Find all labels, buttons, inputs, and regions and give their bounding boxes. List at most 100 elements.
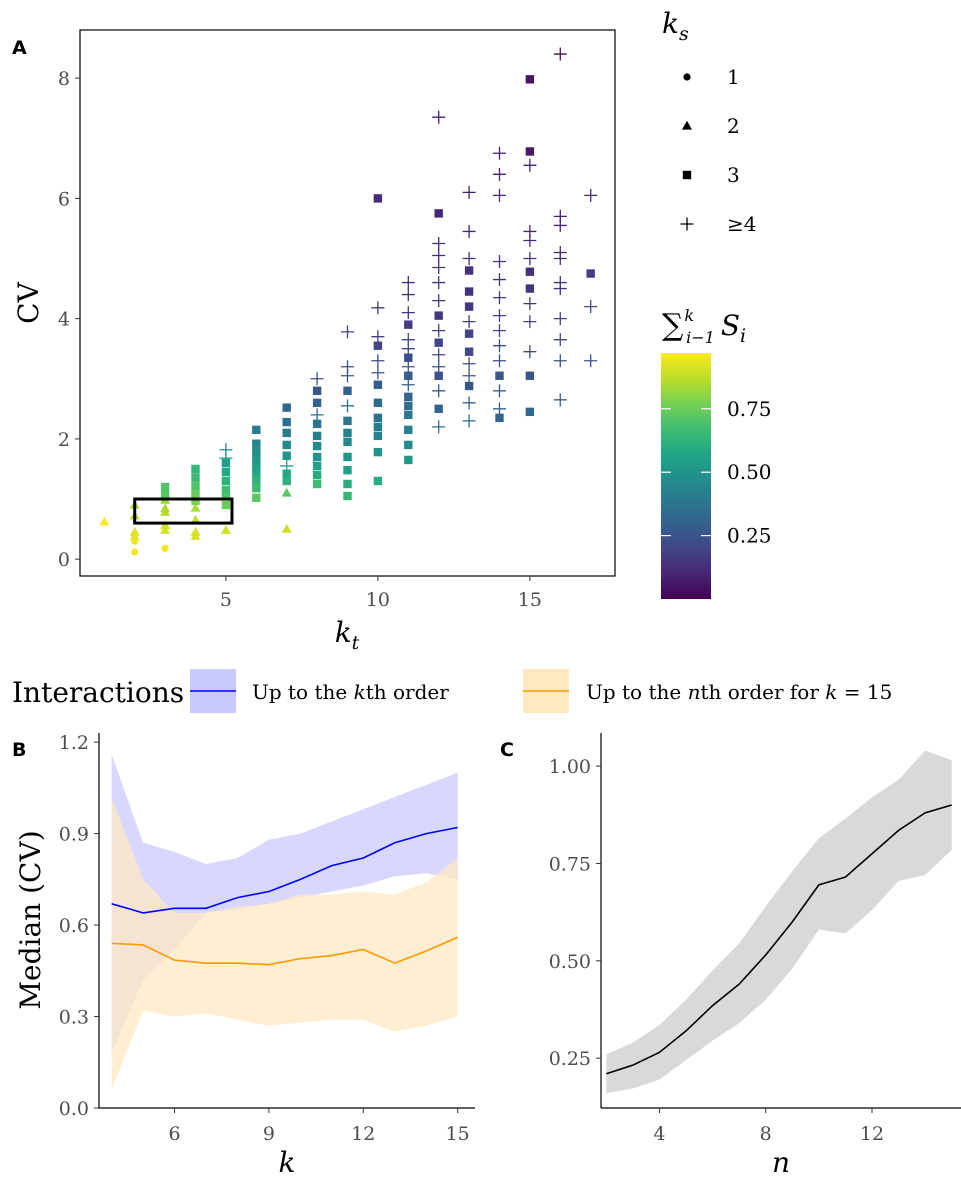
panel-a-highlight-box — [133, 497, 234, 525]
legend-triangle-label: 2 — [727, 114, 740, 138]
data-point — [553, 209, 567, 223]
data-point — [462, 224, 476, 238]
legend-plus-key — [680, 217, 694, 231]
data-point — [523, 345, 537, 359]
y-tick-label: 0.25 — [549, 1048, 591, 1070]
legend-plus-label: ≥4 — [727, 212, 756, 236]
panel-b-letter: B — [12, 739, 26, 761]
colorbar-title-var-sub: i — [740, 325, 746, 347]
legend-label-nth-post: th order for — [700, 680, 825, 704]
data-point — [404, 455, 413, 465]
data-point — [160, 503, 171, 513]
ribbon-band-1 — [111, 797, 458, 1090]
panel-a-letter: A — [12, 37, 27, 59]
y-tick-label: 8 — [58, 68, 70, 90]
data-point — [373, 413, 383, 423]
data-point — [523, 158, 537, 172]
legend-label-nth-var2: k — [825, 680, 837, 704]
y-tick-label: 0.9 — [59, 824, 89, 846]
data-point — [221, 491, 231, 501]
panel-a-y-ticks: 0 2 4 6 8 — [58, 68, 80, 571]
x-tick-label: 5 — [220, 589, 232, 611]
data-point — [432, 348, 446, 362]
data-point — [312, 470, 322, 480]
ribbon-band-0 — [606, 750, 952, 1094]
data-point — [553, 333, 567, 347]
data-point — [373, 447, 383, 457]
panel-a-points — [99, 47, 598, 556]
y-tick-label: 0 — [58, 549, 70, 571]
data-point — [401, 378, 415, 392]
shape-legend-title: ks — [662, 7, 689, 45]
data-point — [462, 315, 476, 329]
panel-a-x-title: kt — [335, 616, 360, 654]
data-point — [434, 338, 443, 347]
data-point — [523, 315, 537, 329]
colorbar-title-sum: ∑ — [662, 308, 684, 343]
data-point — [252, 425, 261, 435]
data-point — [492, 324, 506, 338]
data-point — [191, 464, 200, 474]
y-tick-label: 1.00 — [549, 756, 591, 778]
panel-a-x-ticks: 5 10 15 — [220, 576, 542, 611]
data-point — [432, 294, 446, 308]
data-point — [404, 440, 413, 450]
data-point — [371, 301, 385, 315]
data-point — [282, 451, 291, 460]
data-point — [432, 261, 446, 275]
data-point — [282, 403, 291, 412]
panel-c-x-ticks: 4 8 12 — [653, 1108, 884, 1145]
panel-a-x-title-main: k — [335, 616, 352, 649]
data-point — [584, 354, 598, 368]
shape-legend-title-main: k — [662, 7, 679, 40]
data-point — [462, 396, 476, 410]
data-point — [432, 360, 446, 374]
data-point — [219, 443, 233, 457]
data-point — [373, 431, 383, 441]
data-point — [432, 248, 446, 262]
panel-a-y-title: CV — [12, 281, 45, 323]
legend-label-nth-pre: Up to the — [586, 680, 688, 704]
data-point — [373, 398, 383, 408]
data-point — [553, 393, 567, 407]
panel-c-y-ticks: 0.25 0.50 0.75 1.00 — [549, 756, 601, 1070]
legend-label-nth-var: n — [688, 680, 701, 704]
x-tick-label: 8 — [760, 1123, 772, 1145]
colorbar-title-sup: k — [684, 306, 694, 325]
data-point — [492, 339, 506, 353]
panel-b-bands — [111, 754, 458, 1090]
legend-label-nth: Up to the nth order for k = 15 — [586, 680, 892, 704]
colorbar-ticks: 0.75 0.50 0.25 — [661, 397, 772, 548]
data-point — [492, 255, 506, 269]
legend-square-key — [682, 170, 692, 180]
data-point — [282, 428, 291, 438]
data-point — [464, 381, 474, 391]
data-point — [525, 147, 535, 156]
data-point — [432, 420, 446, 434]
data-point — [160, 520, 171, 530]
panel-a: A 5 10 15 0 2 4 6 8 kt CV — [12, 29, 616, 654]
data-point — [282, 469, 291, 478]
interactions-legend-title: Interactions — [12, 676, 184, 709]
data-point — [341, 399, 354, 413]
panel-b: B 6 9 12 15 0.0 0.3 0.6 0.9 1.2 k Median (CV) — [12, 732, 475, 1177]
data-point — [191, 473, 200, 482]
data-point — [525, 371, 535, 380]
data-point — [401, 306, 415, 320]
data-point — [129, 526, 140, 536]
interactions-legend: Interactions Up to the kth order Up to t… — [12, 669, 892, 713]
data-point — [373, 380, 383, 389]
data-point — [221, 467, 231, 477]
data-point — [312, 398, 322, 408]
data-point — [373, 476, 383, 486]
data-point — [492, 167, 506, 181]
data-point — [252, 447, 261, 457]
data-point — [312, 386, 322, 395]
data-point — [432, 276, 446, 290]
data-point — [280, 459, 294, 473]
data-point — [373, 341, 383, 350]
data-point — [553, 276, 567, 290]
legend-triangle-key — [682, 120, 692, 130]
colorbar-title: ∑k i−1 Si — [662, 306, 746, 347]
